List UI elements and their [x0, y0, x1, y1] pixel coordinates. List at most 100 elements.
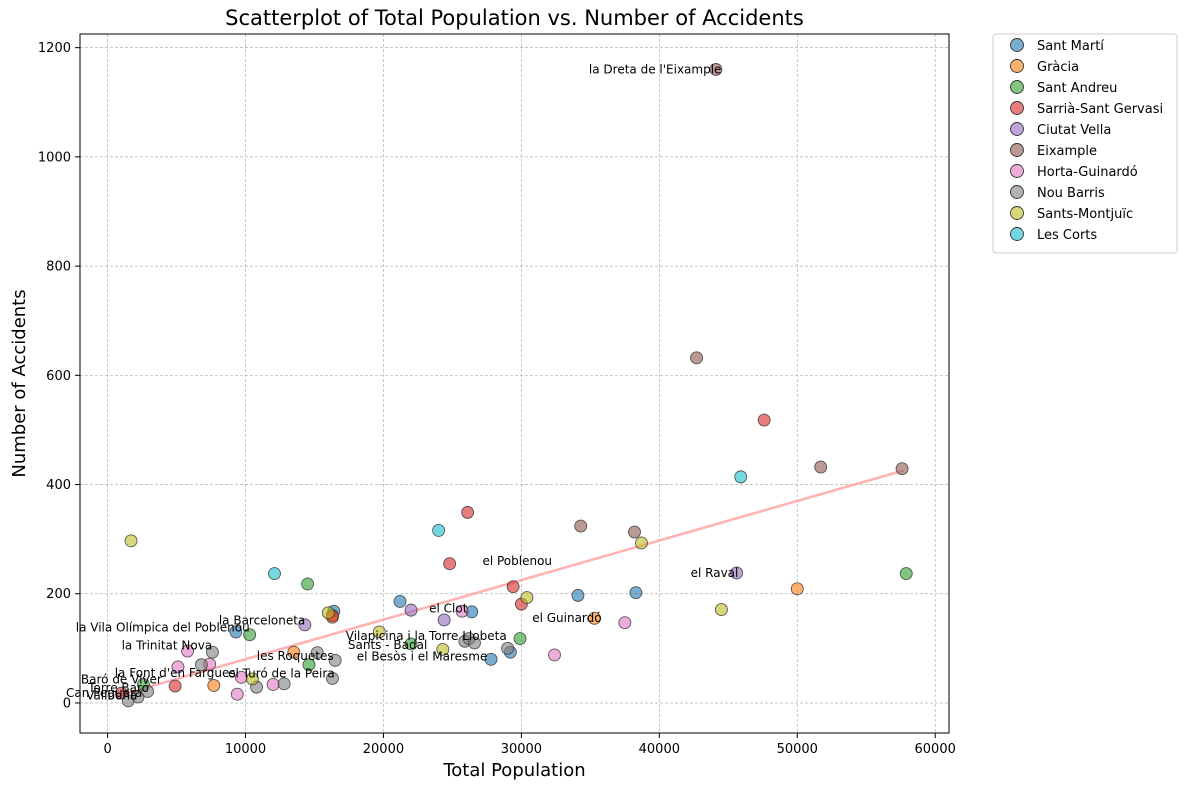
data-point — [310, 646, 324, 660]
data-point — [520, 591, 534, 605]
data-point — [484, 652, 498, 666]
legend-label: Ciutat Vella — [1037, 123, 1111, 138]
data-point — [321, 606, 335, 620]
data-point — [205, 645, 219, 659]
data-point — [548, 648, 561, 662]
legend-label: Les Corts — [1037, 228, 1097, 243]
data-point — [895, 462, 909, 476]
data-point — [277, 677, 291, 691]
point-annotation: la Trinitat Nova — [122, 639, 213, 653]
data-point — [690, 351, 704, 365]
y-tick-label: 800 — [46, 260, 71, 275]
data-point — [194, 658, 208, 672]
legend-label: Eixample — [1037, 144, 1097, 159]
legend-marker — [1010, 80, 1024, 94]
data-point — [207, 679, 221, 692]
axis-ticks: 0 10000 20000 30000 40000 50000 60000 0 200 400 60… — [38, 41, 956, 757]
data-point — [328, 653, 342, 667]
data-point — [899, 567, 913, 580]
point-annotation: la Font d'en Fargues — [115, 666, 236, 680]
point-annotation: Sants - Badal — [348, 638, 427, 652]
data-point — [730, 566, 744, 580]
data-point — [461, 505, 475, 519]
legend-marker — [1010, 164, 1024, 178]
legend-marker — [1010, 122, 1024, 136]
legend-label: Sarrià-Sant Gervasi — [1037, 102, 1163, 117]
data-point — [455, 604, 469, 618]
data-point — [230, 687, 244, 701]
x-tick-label: 50000 — [777, 742, 818, 757]
data-point — [404, 603, 418, 617]
data-point — [436, 642, 450, 656]
x-tick-label: 10000 — [225, 742, 266, 757]
data-points — [114, 63, 913, 708]
point-annotation: la Dreta de l'Eixample — [589, 62, 722, 76]
point-annotation: el Besòs i el Maresme — [357, 650, 488, 664]
point-annotation: la Vila Olímpica del Poblenou — [76, 621, 250, 635]
data-point — [513, 632, 527, 645]
point-annotations: la Dreta de l'Eixample el Raval el Pobleno… — [66, 62, 738, 702]
legend-label: Nou Barris — [1037, 186, 1105, 201]
data-point — [501, 641, 515, 655]
point-annotation: la Barceloneta — [219, 614, 305, 628]
data-point — [404, 637, 418, 651]
plot-frame — [79, 33, 950, 734]
data-point — [814, 460, 828, 474]
data-point — [714, 603, 728, 617]
data-point — [298, 618, 312, 632]
x-axis-label: Total Population — [442, 760, 585, 781]
data-point — [268, 567, 281, 580]
data-point — [181, 644, 195, 658]
data-point — [574, 519, 588, 533]
data-point — [588, 611, 601, 625]
data-point — [443, 557, 457, 571]
legend-frame — [992, 33, 1178, 254]
data-point — [302, 658, 316, 672]
x-tick-label: 60000 — [915, 742, 956, 757]
data-point — [131, 690, 145, 704]
data-point — [229, 625, 243, 639]
data-point — [634, 536, 648, 550]
point-annotation: el Guinardó — [532, 611, 601, 625]
point-annotation: el Raval — [691, 566, 739, 580]
y-tick-label: 1200 — [38, 41, 71, 56]
data-point — [571, 588, 585, 602]
data-point — [734, 470, 748, 484]
point-annotation: el Turó de la Peira — [228, 666, 335, 680]
legend-marker — [1010, 143, 1024, 157]
y-tick-label: 200 — [46, 587, 71, 602]
x-tick-label: 0 — [103, 742, 111, 757]
data-point — [437, 613, 451, 627]
legend-label: Horta-Guinardó — [1037, 165, 1138, 180]
y-tick-label: 0 — [63, 696, 71, 711]
data-point — [171, 660, 185, 674]
x-tick-label: 30000 — [501, 742, 542, 757]
point-annotation: Vilapicina i la Torre Llobeta — [346, 629, 507, 643]
data-point — [124, 534, 138, 548]
data-point — [287, 645, 301, 659]
chart-title: Scatterplot of Total Population vs. Numb… — [225, 6, 804, 30]
data-point — [757, 413, 771, 427]
point-annotation: Baró de Viver — [81, 672, 162, 686]
legend-label: Sants-Montjuïc — [1037, 207, 1133, 222]
data-point — [141, 685, 155, 698]
y-axis-label: Number of Accidents — [9, 289, 30, 477]
data-point — [468, 636, 481, 650]
data-point — [628, 525, 641, 539]
y-tick-label: 1000 — [38, 150, 71, 165]
legend-marker — [1010, 206, 1024, 220]
data-point — [709, 63, 723, 76]
data-point — [618, 616, 632, 630]
data-point — [506, 580, 520, 594]
x-tick-label: 40000 — [639, 742, 680, 757]
legend-marker — [1010, 185, 1024, 199]
point-annotation: el Clot — [429, 601, 468, 615]
grid-lines — [80, 34, 949, 733]
data-point — [243, 628, 257, 642]
point-annotation: Torre Baró — [87, 681, 149, 695]
legend-label: Sant Martí — [1037, 39, 1104, 54]
legend-marker — [1010, 227, 1024, 241]
data-point — [168, 679, 182, 693]
point-annotation: Can Peguera — [66, 686, 142, 700]
